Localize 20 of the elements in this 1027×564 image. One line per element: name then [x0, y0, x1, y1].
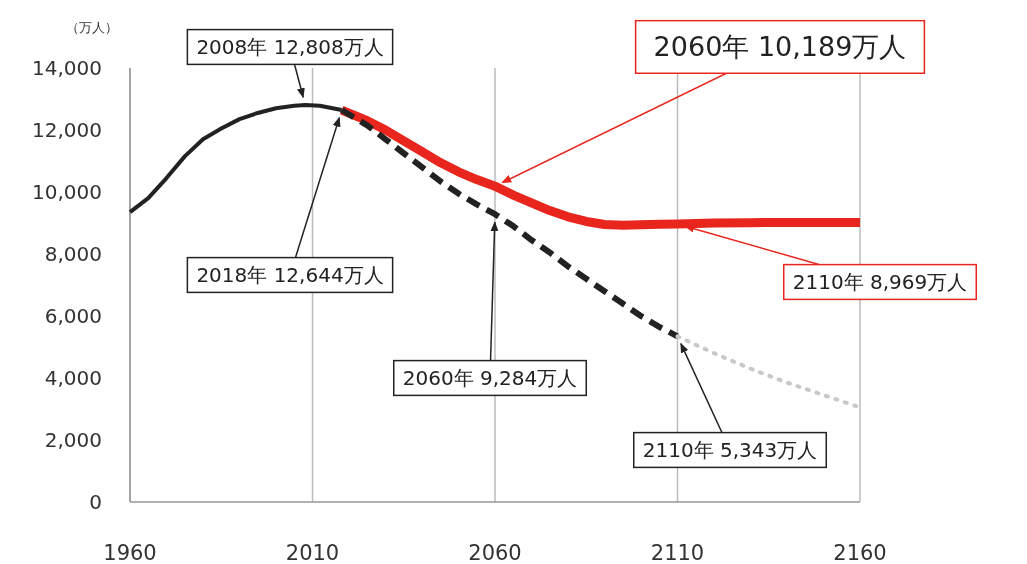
annotation: 2008年 12,808万人 — [196, 35, 384, 59]
x-tick-label: 1960 — [103, 541, 157, 564]
y-tick-label: 14,000 — [32, 56, 102, 80]
y-tick-label: 8,000 — [44, 242, 102, 266]
annotation: 2018年 12,644万人 — [196, 263, 384, 287]
annotation: 2060年 10,189万人 — [653, 31, 907, 63]
y-tick-label: 2,000 — [44, 428, 102, 452]
annotation: 2110年 8,969万人 — [792, 270, 968, 294]
y-tick-label: 0 — [89, 490, 102, 514]
y-tick-label: 6,000 — [44, 304, 102, 328]
x-tick-label: 2110 — [650, 541, 705, 564]
x-tick-label: 2010 — [285, 541, 340, 564]
x-tick-label: 2060 — [468, 541, 522, 564]
annotation: 2060年 9,284万人 — [402, 366, 578, 390]
x-tick-label: 2160 — [833, 541, 887, 564]
y-tick-label: 4,000 — [44, 366, 102, 390]
y-tick-label: 10,000 — [32, 180, 102, 204]
y-tick-label: 12,000 — [32, 118, 102, 142]
annotation: 2110年 5,343万人 — [642, 438, 818, 462]
y-axis-title: （万人） — [66, 20, 118, 35]
